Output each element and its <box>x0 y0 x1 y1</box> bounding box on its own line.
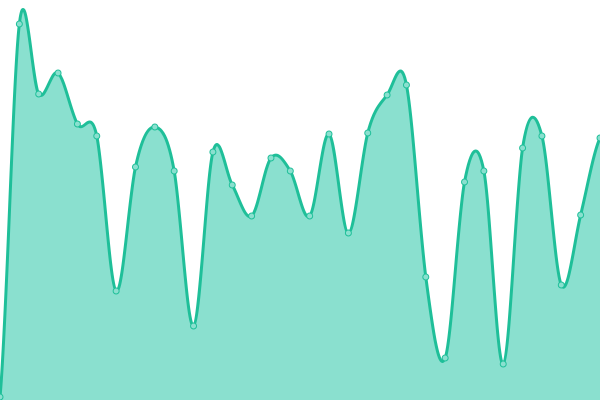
data-point <box>519 144 527 152</box>
data-point <box>306 212 314 220</box>
data-point <box>596 134 600 142</box>
data-point <box>35 90 43 98</box>
data-point <box>402 81 410 89</box>
data-point <box>131 163 139 171</box>
data-points <box>0 20 600 400</box>
data-point <box>15 20 23 28</box>
data-point <box>480 167 488 175</box>
data-point <box>170 167 178 175</box>
data-point <box>538 132 546 140</box>
data-point <box>54 69 62 77</box>
data-point <box>461 178 469 186</box>
data-point <box>383 91 391 99</box>
data-point <box>441 354 449 362</box>
data-point <box>267 154 275 162</box>
data-point <box>422 273 430 281</box>
data-point <box>151 123 159 131</box>
data-point <box>228 181 236 189</box>
data-point <box>112 287 120 295</box>
data-point <box>364 129 372 137</box>
data-point <box>209 148 217 156</box>
data-point <box>73 120 81 128</box>
data-point <box>344 229 352 237</box>
data-point <box>499 360 507 368</box>
data-point <box>0 393 4 400</box>
data-point <box>286 167 294 175</box>
data-point <box>557 281 565 289</box>
data-point <box>577 211 585 219</box>
data-point <box>248 212 256 220</box>
data-point <box>93 132 101 140</box>
data-point <box>190 322 198 330</box>
data-point <box>325 130 333 138</box>
